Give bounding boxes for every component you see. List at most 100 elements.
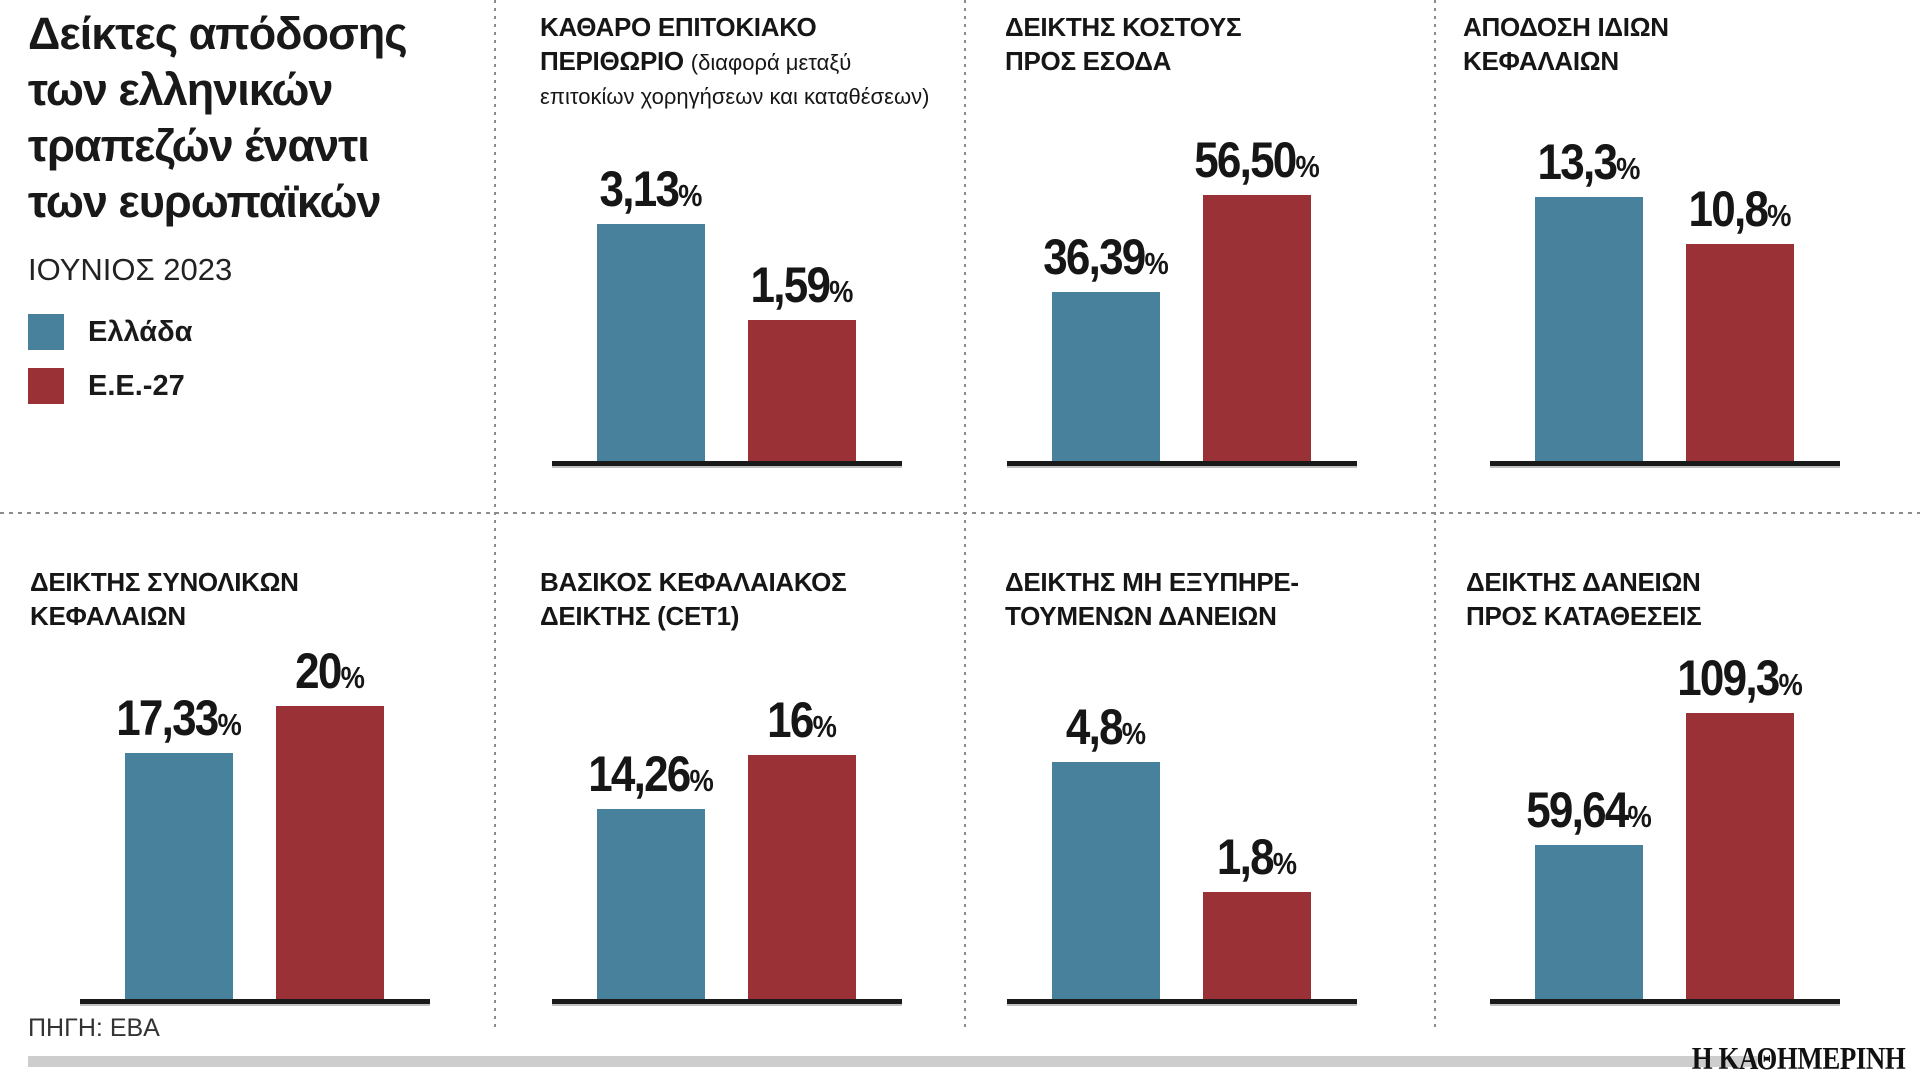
bar-eu (1686, 244, 1794, 462)
axis-baseline (552, 999, 902, 1004)
chart-subtitle-line: επιτοκίων χορηγήσεων και καταθέσεων) (540, 84, 930, 109)
plot-area: 13,3% 10,8% (1490, 133, 1840, 466)
value-number: 56,50 (1194, 132, 1297, 188)
value-label-greece: 4,8% (1060, 698, 1151, 756)
legend-label: Ε.Ε.-27 (88, 369, 185, 402)
value-number: 3,13 (599, 161, 680, 217)
horizontal-divider (0, 512, 1920, 514)
axis-baseline (1007, 461, 1357, 466)
plot-area: 4,8% 1,8% (1007, 674, 1357, 1004)
percent-sign: % (1121, 716, 1147, 751)
value-number: 109,3 (1677, 650, 1780, 706)
value-label-eu: 20% (290, 642, 369, 700)
value-number: 59,64 (1526, 782, 1629, 838)
legend-swatch-greece (28, 314, 64, 350)
plot-area: 36,39% 56,50% (1007, 132, 1357, 466)
brand-logo-text: Η ΚΑΘΗΜΕΡΙΝΗ (1691, 1040, 1905, 1076)
axis-baseline (1490, 461, 1840, 466)
bar-eu (1203, 195, 1311, 462)
chart-return-on-equity: ΑΠΟΔΟΣΗ ΙΔΙΩΝ ΚΕΦΑΛΑΙΩΝ 13,3% 10,8% (1435, 0, 1920, 466)
chart-title: ΔΕΙΚΤΗΣ ΔΑΝΕΙΩΝ ΠΡΟΣ ΚΑΤΑΘΕΣΕΙΣ (1466, 565, 1886, 633)
legend-label: Ελλάδα (88, 315, 193, 348)
footer-rule (28, 1056, 1757, 1067)
axis-baseline (1490, 999, 1840, 1004)
chart-title-line: ΔΕΙΚΤΗΣ (CET1) (540, 601, 740, 631)
chart-title-line: ΚΕΦΑΛΑΙΩΝ (30, 601, 186, 631)
plot-area: 14,26% 16% (552, 674, 902, 1004)
legend-item-eu: Ε.Ε.-27 (28, 368, 458, 404)
percent-sign: % (829, 274, 854, 309)
percent-sign: % (678, 178, 703, 213)
percent-sign: % (1144, 246, 1169, 281)
chart-title-line: ΑΠΟΔΟΣΗ ΙΔΙΩΝ (1463, 12, 1669, 42)
plot-area: 3,13% 1,59% (552, 136, 902, 466)
bar-eu (748, 320, 856, 462)
axis-baseline (552, 461, 902, 466)
source-label: ΠΗΓΗ: EBA (28, 1014, 160, 1042)
chart-title-line: ΠΡΟΣ ΚΑΤΑΘΕΣΕΙΣ (1466, 601, 1702, 631)
bar-greece (1052, 762, 1160, 1000)
brand-logo: Η ΚΑΘΗΜΕΡΙΝΗ (1651, 1040, 1905, 1077)
percent-sign: % (340, 660, 365, 695)
percent-sign: % (812, 709, 837, 744)
legend-swatch-eu (28, 368, 64, 404)
value-label-greece: 13,3% (1531, 133, 1648, 191)
chart-npl-ratio: ΔΕΙΚΤΗΣ ΜΗ ΕΞΥΠΗΡΕ- ΤΟΥΜΕΝΩΝ ΔΑΝΕΙΩΝ 4,8… (965, 513, 1435, 1004)
legend: Ελλάδα Ε.Ε.-27 (28, 314, 458, 404)
bar-greece (1052, 292, 1160, 462)
value-label-greece: 59,64% (1518, 781, 1661, 839)
chart-loans-to-deposits: ΔΕΙΚΤΗΣ ΔΑΝΕΙΩΝ ΠΡΟΣ ΚΑΤΑΘΕΣΕΙΣ 59,64% 1… (1435, 513, 1920, 1004)
chart-net-interest-margin: ΚΑΘΑΡΟ ΕΠΙΤΟΚΙΑΚΟ ΠΕΡΙΘΩΡΙΟ (διαφορά μετ… (495, 0, 965, 466)
bar-eu (1203, 892, 1311, 1000)
chart-title: ΔΕΙΚΤΗΣ ΜΗ ΕΞΥΠΗΡΕ- ΤΟΥΜΕΝΩΝ ΔΑΝΕΙΩΝ (1005, 565, 1405, 633)
value-number: 13,3 (1537, 134, 1618, 190)
chart-title-line: ΒΑΣΙΚΟΣ ΚΕΦΑΛΑΙΑΚΟΣ (540, 567, 847, 597)
percent-sign: % (1767, 198, 1792, 233)
value-number: 20 (295, 643, 342, 699)
chart-cet1-ratio: ΒΑΣΙΚΟΣ ΚΕΦΑΛΑΙΑΚΟΣ ΔΕΙΚΤΗΣ (CET1) 14,26… (495, 513, 965, 1004)
bar-greece (597, 224, 705, 462)
value-label-greece: 36,39% (1035, 228, 1178, 286)
percent-sign: % (1616, 151, 1641, 186)
axis-baseline (1007, 999, 1357, 1004)
value-number: 14,26 (588, 746, 691, 802)
page-title-line: των ευρωπαϊκών (28, 176, 382, 227)
percent-sign: % (217, 707, 242, 742)
chart-title: ΔΕΙΚΤΗΣ ΚΟΣΤΟΥΣ ΠΡΟΣ ΕΣΟΔΑ (1005, 10, 1405, 78)
page-title: Δείκτες απόδοσης των ελληνικών τραπεζών … (28, 6, 458, 230)
chart-title-line: ΔΕΙΚΤΗΣ ΜΗ ΕΞΥΠΗΡΕ- (1005, 567, 1299, 597)
value-label-eu: 109,3% (1669, 649, 1812, 707)
chart-title-line: ΚΑΘΑΡΟ ΕΠΙΤΟΚΙΑΚΟ (540, 12, 817, 42)
value-number: 36,39 (1043, 229, 1146, 285)
percent-sign: % (1272, 846, 1298, 881)
value-label-eu: 10,8% (1682, 180, 1799, 238)
value-number: 17,33 (116, 690, 219, 746)
plot-area: 59,64% 109,3% (1490, 650, 1840, 1004)
bar-eu (276, 706, 384, 1000)
percent-sign: % (1295, 149, 1320, 184)
vertical-divider (964, 0, 966, 1030)
chart-title-line: ΚΕΦΑΛΑΙΩΝ (1463, 46, 1619, 76)
value-label-greece: 14,26% (580, 745, 723, 803)
chart-total-capital-ratio: ΔΕΙΚΤΗΣ ΣΥΝΟΛΙΚΩΝ ΚΕΦΑΛΑΙΩΝ 17,33% 20% (0, 513, 495, 1004)
bar-greece (125, 753, 233, 1000)
value-number: 1,8 (1216, 829, 1275, 885)
chart-title-line: ΠΕΡΙΘΩΡΙΟ (διαφορά μεταξύ (540, 44, 940, 80)
percent-sign: % (1627, 799, 1652, 834)
chart-title: ΔΕΙΚΤΗΣ ΣΥΝΟΛΙΚΩΝ ΚΕΦΑΛΑΙΩΝ (30, 565, 450, 633)
chart-title-line: ΤΟΥΜΕΝΩΝ ΔΑΝΕΙΩΝ (1005, 601, 1277, 631)
chart-title-bold: ΠΕΡΙΘΩΡΙΟ (540, 46, 691, 76)
chart-cost-to-income: ΔΕΙΚΤΗΣ ΚΟΣΤΟΥΣ ΠΡΟΣ ΕΣΟΔΑ 36,39% 56,50% (965, 0, 1435, 466)
legend-item-greece: Ελλάδα (28, 314, 458, 350)
value-label-greece: 17,33% (108, 689, 251, 747)
chart-subtitle-inline: (διαφορά μεταξύ (690, 50, 852, 75)
chart-title-line: ΔΕΙΚΤΗΣ ΣΥΝΟΛΙΚΩΝ (30, 567, 299, 597)
value-label-eu: 16% (762, 691, 841, 749)
bar-greece (1535, 197, 1643, 462)
value-label-greece: 3,13% (593, 160, 710, 218)
chart-title-line: ΔΕΙΚΤΗΣ ΚΟΣΤΟΥΣ (1005, 12, 1242, 42)
vertical-divider (494, 0, 496, 1030)
page-title-line: των ελληνικών (28, 64, 333, 115)
chart-title: ΒΑΣΙΚΟΣ ΚΕΦΑΛΑΙΑΚΟΣ ΔΕΙΚΤΗΣ (CET1) (540, 565, 940, 633)
value-label-eu: 1,59% (744, 256, 861, 314)
